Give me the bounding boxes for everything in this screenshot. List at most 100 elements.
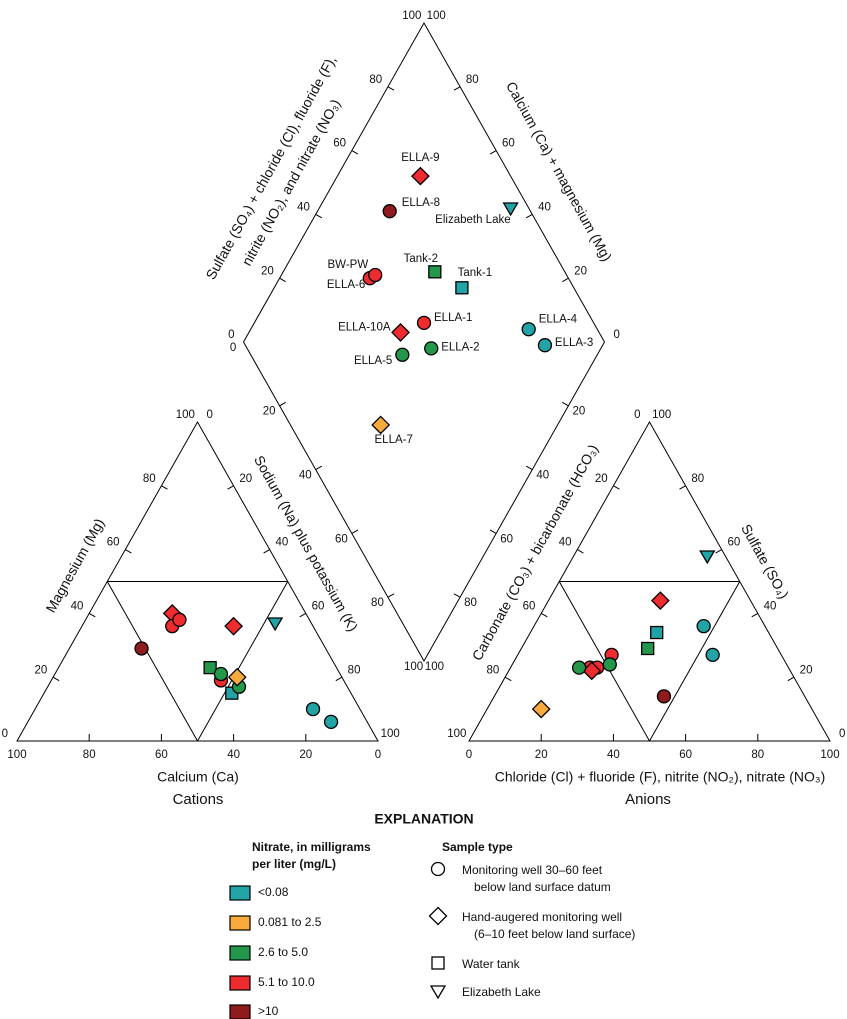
tick-label: 80 [464, 597, 477, 609]
tick-mark [315, 213, 323, 219]
tick-label: 60 [679, 749, 692, 761]
legend-symbol [428, 906, 448, 926]
tick-label: 60 [335, 533, 348, 545]
tick-label: 60 [107, 537, 120, 549]
sample-label: BW-PW [328, 259, 369, 271]
tick-mark [227, 485, 234, 490]
sample-label: ELLA-9 [401, 152, 439, 164]
anion-point [641, 641, 655, 656]
tick-mark [525, 213, 533, 219]
tick-label: 80 [691, 473, 704, 485]
tick-label: 0 [466, 749, 472, 761]
tick-mark [489, 529, 497, 534]
legend-swatch [229, 885, 251, 901]
tick-label: 0 [2, 728, 8, 740]
tick-label: 40 [607, 749, 620, 761]
cation-point [203, 660, 217, 675]
tick-mark [577, 549, 584, 554]
tick-mark [387, 593, 395, 598]
sample-type-legend-title: Sample type [442, 840, 513, 854]
tick-mark [489, 150, 497, 155]
tick-mark [525, 465, 533, 471]
anion-point [531, 699, 551, 719]
legend-label: Water tank [462, 957, 521, 971]
legend-label: 2.6 to 5.0 [258, 945, 308, 959]
diamond-point [410, 166, 430, 186]
tick-label: 0 [230, 342, 236, 354]
tick-label: 100 [427, 10, 446, 22]
cation-point [224, 616, 244, 636]
anion-point [656, 689, 672, 704]
tick-label: 20 [239, 473, 252, 485]
panel-title: Anions [625, 791, 671, 808]
tick-label: 40 [71, 601, 84, 613]
sample-label: Tank-1 [458, 267, 493, 279]
anion-point [699, 550, 716, 565]
tick-mark [52, 676, 60, 682]
axis-title: Chloride (Cl) + fluoride (F), nitrite (N… [495, 769, 825, 785]
diamond-point [382, 204, 397, 219]
anion-point [705, 647, 720, 663]
legend-symbol [431, 956, 445, 970]
tick-label: 100 [425, 661, 444, 673]
anion-point [602, 657, 617, 672]
tick-mark [315, 465, 323, 471]
nitrate-legend-title: Nitrate, in milligrams [252, 840, 371, 854]
tick-mark [453, 86, 461, 91]
diamond-point [391, 323, 410, 342]
axis-title: Calcium (Ca) + magnesium (Mg) [503, 79, 615, 264]
tick-label: 20 [299, 749, 312, 761]
cation-point [323, 714, 339, 730]
tick-label: 20 [572, 406, 585, 418]
legend-swatch [229, 945, 251, 961]
diamond-point [502, 202, 519, 217]
diamond-point [416, 315, 432, 331]
panel-title: Cations [173, 791, 224, 808]
tick-label: 100 [402, 10, 421, 22]
subdivision-line [106, 581, 198, 742]
subdivision-line [197, 581, 289, 742]
legend-label: >10 [258, 1004, 279, 1018]
tick-label: 40 [299, 470, 312, 482]
tick-mark [279, 277, 286, 283]
tick-mark [787, 676, 795, 682]
tick-label: 20 [35, 664, 48, 676]
tick-label: 100 [176, 409, 195, 421]
axis-title: Sulfate (SO₄) + chloride (Cl), fluoride … [202, 53, 339, 282]
tick-label: 60 [333, 138, 346, 150]
legend-swatch [229, 915, 251, 931]
sample-label: ELLA-5 [354, 355, 392, 367]
sample-label: ELLA-6 [327, 279, 365, 291]
tick-label: 20 [263, 406, 276, 418]
axis-title: Calcium (Ca) [157, 769, 239, 785]
anion-point [571, 660, 587, 675]
cation-point [213, 666, 229, 682]
tick-label: 20 [535, 749, 548, 761]
tick-label: 20 [595, 473, 608, 485]
tick-label: 0 [613, 329, 619, 341]
tick-label: 80 [348, 664, 361, 676]
tick-label: 100 [404, 661, 423, 673]
tick-label: 80 [369, 74, 382, 86]
sample-label: ELLA-1 [434, 312, 472, 324]
explanation-title: EXPLANATION [374, 811, 473, 827]
tick-mark [751, 612, 759, 618]
legend-label: 5.1 to 10.0 [258, 975, 315, 989]
tick-mark [613, 485, 620, 490]
tick-mark [299, 612, 307, 618]
tick-label: 100 [820, 749, 839, 761]
legend-label: Hand-augered monitoring well [462, 910, 622, 924]
tick-label: 0 [228, 329, 234, 341]
tick-label: 0 [206, 409, 212, 421]
tick-mark [351, 150, 359, 155]
tick-mark [335, 676, 343, 682]
sample-label: Elizabeth Lake [435, 214, 510, 226]
tick-label: 100 [7, 749, 26, 761]
tick-label: 80 [487, 664, 500, 676]
tick-mark [351, 529, 359, 534]
diamond-point [368, 267, 383, 283]
tick-label: 20 [800, 664, 813, 676]
sample-label: ELLA-3 [555, 337, 593, 349]
tick-label: 0 [375, 749, 381, 761]
